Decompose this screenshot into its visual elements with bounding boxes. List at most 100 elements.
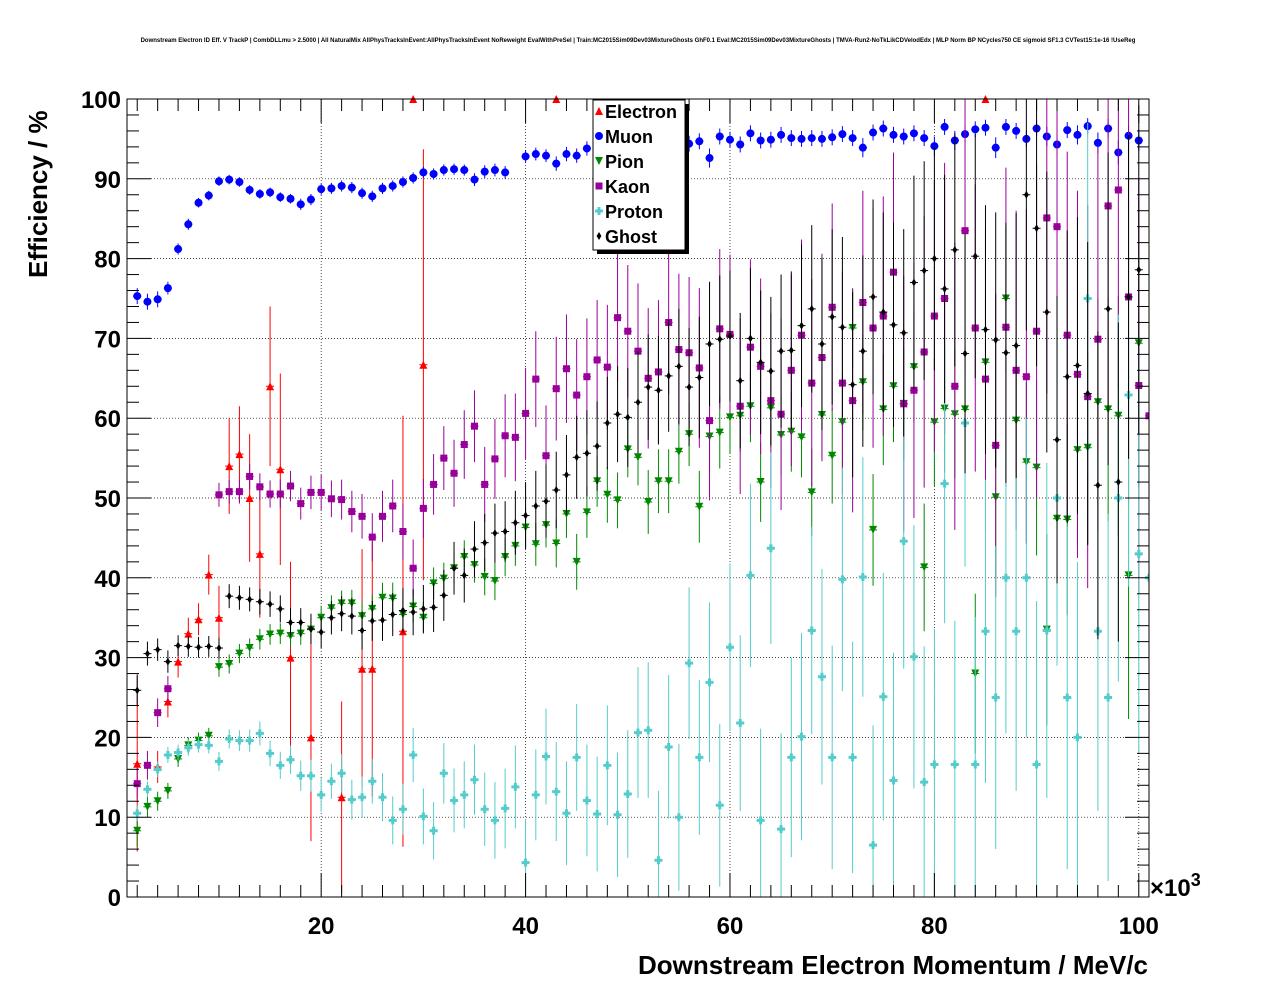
data-point [419,812,428,821]
data-point [911,278,917,287]
data-point [255,729,264,738]
data-point [564,470,569,479]
legend-label-kaon: Kaon [605,177,650,197]
data-point [1012,126,1021,135]
data-point [543,497,549,506]
data-point [460,790,469,799]
data-point [450,165,459,174]
data-point [296,200,305,209]
data-point [225,488,233,496]
data-point [204,741,213,750]
data-point [695,753,704,762]
data-point [380,616,385,625]
data-point [635,398,641,407]
data-point [674,447,683,456]
data-point [502,527,508,536]
data-point [235,450,244,459]
data-point [1073,130,1082,139]
data-point [154,709,162,717]
data-point [174,657,183,666]
y-tick-label: 90 [94,167,121,194]
data-point [850,380,856,389]
data-point [951,382,959,390]
data-point [286,755,295,764]
data-point [778,347,784,356]
data-point [450,796,459,805]
data-point [625,413,631,422]
data-point [972,252,978,261]
data-point [542,452,550,460]
data-point [174,748,183,757]
data-point [1073,733,1082,742]
data-point [472,545,477,554]
data-point [511,433,519,441]
data-point [460,441,468,449]
data-point [909,652,918,661]
data-point [388,816,397,825]
data-point [981,123,990,132]
data-point [368,533,376,541]
data-point [368,664,377,673]
data-point [736,719,745,728]
data-point [267,600,273,609]
data-point [860,347,866,356]
data-point [216,644,222,653]
data-point [674,813,683,822]
data-point [777,825,786,834]
data-point [490,816,499,825]
data-point [306,195,315,204]
data-point [819,339,825,348]
data-point [266,382,275,391]
data-point [165,657,171,666]
data-point [562,365,570,373]
data-point [204,731,213,740]
data-point [532,375,540,383]
data-point [143,761,151,769]
data-point [1104,693,1113,702]
data-point [848,753,857,762]
data-point [736,140,745,149]
y-tick-label: 10 [94,805,121,832]
data-point [654,477,663,486]
x-tick-label: 60 [717,913,744,940]
data-point [409,564,417,572]
data-point [430,480,438,488]
data-point [235,177,244,186]
data-point [133,780,141,788]
data-point [501,432,509,440]
data-point [664,477,673,486]
data-point [1013,341,1019,350]
data-point [184,743,193,752]
y-tick-label: 70 [94,326,121,353]
data-point [889,130,898,139]
legend-marker-kaon [595,182,603,190]
data-point [133,759,142,768]
data-point [920,563,929,572]
data-point [942,284,947,293]
data-point [358,189,367,198]
data-point [133,826,142,835]
data-point [1012,627,1021,636]
data-point [317,185,326,194]
y-tick-label: 20 [94,725,121,752]
data-point [799,321,804,330]
data-point [686,383,692,392]
data-point [460,166,469,175]
data-point [521,152,530,161]
data-point [348,508,356,516]
data-point [306,733,315,742]
data-point [480,167,489,176]
legend-label-pion: Pion [605,152,644,172]
data-point [378,184,387,193]
data-point [921,266,927,275]
legend-marker-electron [595,107,603,115]
data-point [511,782,520,791]
legend-label-proton: Proton [605,202,663,222]
data-point [766,135,775,144]
data-point [962,349,968,358]
data-point [624,327,632,335]
data-point [1064,372,1070,381]
data-point [247,595,253,604]
data-point [145,649,150,658]
